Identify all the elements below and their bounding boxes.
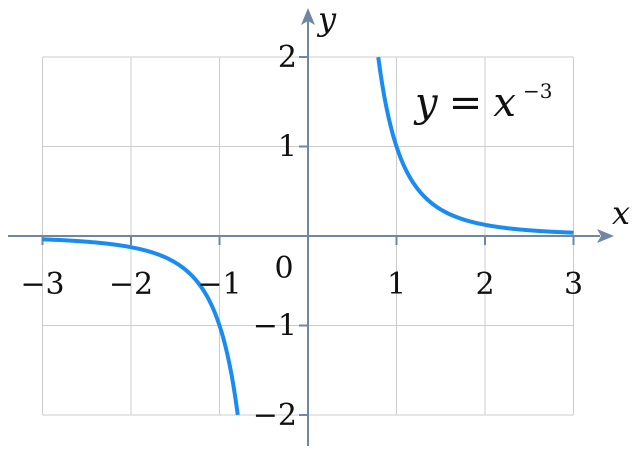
axes (8, 8, 614, 446)
y-tick-label: 1 (278, 130, 297, 165)
y-tick-label: −2 (253, 398, 297, 433)
x-tick-label: −2 (109, 267, 153, 302)
curve-branch (376, 56, 575, 235)
formula-exponent: −3 (523, 79, 552, 103)
y-axis-arrow (301, 8, 315, 25)
formula-equals: = (449, 80, 483, 126)
curves (41, 56, 575, 416)
y-tick-label: −1 (253, 309, 297, 344)
x-tick-label: −3 (20, 267, 64, 302)
x-axis-label: x (612, 194, 630, 232)
x-tick-label: −1 (197, 267, 241, 302)
x-tick-label: 2 (475, 267, 494, 302)
x-tick-label: 3 (564, 267, 583, 302)
origin-label: 0 (274, 251, 293, 286)
formula-lhs: y (413, 80, 439, 126)
y-axis-label: y (316, 0, 337, 38)
x-tick-label: 1 (387, 267, 406, 302)
function-formula: y = x −3 (413, 79, 552, 126)
y-tick-label: 2 (278, 40, 297, 75)
curve-branch (41, 237, 240, 416)
tick-labels: −3 −2 −1 1 2 3 2 1 −1 −2 (20, 40, 583, 433)
x-axis-arrow (597, 229, 614, 243)
formula-base: x (493, 80, 516, 126)
